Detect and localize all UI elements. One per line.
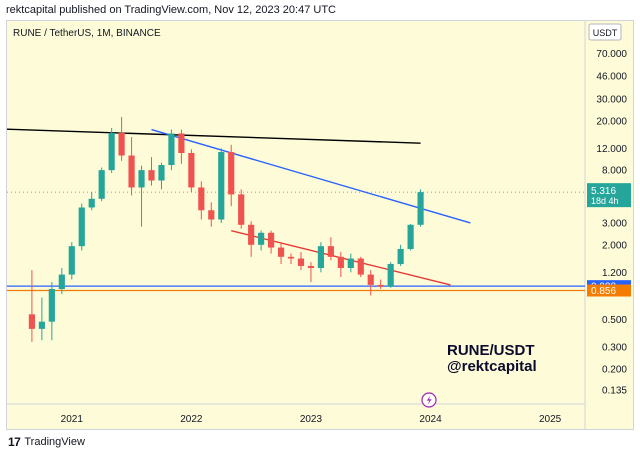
candle-body	[297, 258, 305, 266]
current-price-value: 5.316	[591, 186, 616, 197]
candle-body	[48, 289, 55, 322]
candle-body	[277, 247, 285, 257]
price-tick-label: 70.000	[596, 49, 627, 60]
price-tick-label: 12.000	[596, 144, 627, 155]
candle-body	[248, 224, 255, 245]
candlestick-chart[interactable]: RUNE / TetherUS, 1M, BINANCE USDT 70.000…	[0, 21, 633, 429]
candle-body	[287, 256, 295, 259]
candle-body	[327, 246, 334, 257]
level-badge-label: 0.856	[591, 286, 616, 297]
level-badge	[587, 284, 631, 297]
time-tick-label: 2023	[300, 414, 323, 425]
price-tick-label: 0.500	[602, 315, 627, 326]
candle-body	[198, 187, 205, 211]
candle-body	[98, 170, 105, 199]
candle-body	[68, 246, 75, 275]
price-tick-label: 1.200	[602, 268, 627, 279]
candle-body	[267, 232, 275, 248]
candle-body	[238, 194, 245, 225]
current-price-badge	[587, 183, 631, 208]
candle-countdown: 18d 4h	[591, 196, 619, 206]
symbol-label: RUNE / TetherUS, 1M, BINANCE	[13, 28, 161, 39]
candle-body	[347, 258, 354, 269]
tradingview-brand[interactable]: TradingView	[24, 436, 85, 448]
time-tick-label: 2024	[419, 414, 442, 425]
event-icon[interactable]	[421, 392, 437, 408]
currency-badge[interactable]: USDT	[588, 23, 622, 41]
candles	[28, 116, 424, 342]
price-tick-label: 0.135	[602, 385, 627, 396]
candle-body	[337, 256, 344, 269]
candle-body	[417, 192, 424, 225]
candle-body	[218, 152, 225, 220]
candle-body	[387, 264, 394, 287]
price-tick-label: 3.000	[602, 218, 627, 229]
chart-panel[interactable]: RUNE / TetherUS, 1M, BINANCE USDT 70.000…	[0, 20, 634, 430]
price-tick-label: 2.000	[602, 240, 627, 251]
watermark-line-2: @rektcapital	[447, 358, 537, 375]
candle-body	[367, 274, 374, 285]
trendline	[0, 128, 421, 144]
time-axis-ticks: 2021 2022 2023 2024 2025	[61, 414, 562, 425]
price-tick-label: 30.000	[596, 94, 627, 105]
price-axis-ticks: 70.00046.00030.00020.00012.0008.0005.000…	[596, 49, 627, 397]
candle-body	[188, 153, 195, 188]
publish-header: rektcapital published on TradingView.com…	[6, 4, 336, 16]
price-tick-label: 0.300	[602, 342, 627, 353]
currency-badge-label: USDT	[593, 28, 618, 38]
time-tick-label: 2021	[61, 414, 84, 425]
price-tick-label: 8.000	[602, 166, 627, 177]
candle-body	[258, 232, 265, 245]
price-tick-label: 46.000	[596, 71, 627, 82]
candle-body	[88, 198, 95, 208]
candle-body	[407, 224, 414, 250]
candle-body	[118, 132, 125, 156]
candle-body	[377, 284, 384, 287]
price-tick-label: 20.000	[596, 116, 627, 127]
candle-body	[28, 314, 36, 329]
candle-body	[307, 265, 315, 269]
candle-body	[78, 207, 85, 247]
candle-body	[148, 170, 155, 181]
candle-body	[168, 133, 175, 166]
candle-body	[208, 210, 215, 220]
candle-body	[138, 170, 145, 188]
candle-body	[38, 321, 45, 329]
candle-body	[108, 132, 115, 171]
trendline	[151, 128, 471, 224]
price-tick-label: 0.200	[602, 364, 627, 375]
candle-body	[158, 165, 165, 181]
candle-body	[58, 274, 65, 290]
tradingview-logo-icon[interactable]: 17	[8, 435, 21, 449]
time-tick-label: 2025	[539, 414, 562, 425]
candle-body	[178, 133, 185, 153]
candle-body	[128, 155, 135, 188]
candle-body	[317, 246, 325, 269]
time-tick-label: 2022	[180, 414, 203, 425]
candle-body	[357, 258, 364, 275]
watermark-line-1: RUNE/USDT	[447, 342, 535, 359]
footer-bar: 17 TradingView	[0, 430, 640, 454]
candle-body	[228, 152, 235, 195]
candle-body	[397, 249, 404, 265]
